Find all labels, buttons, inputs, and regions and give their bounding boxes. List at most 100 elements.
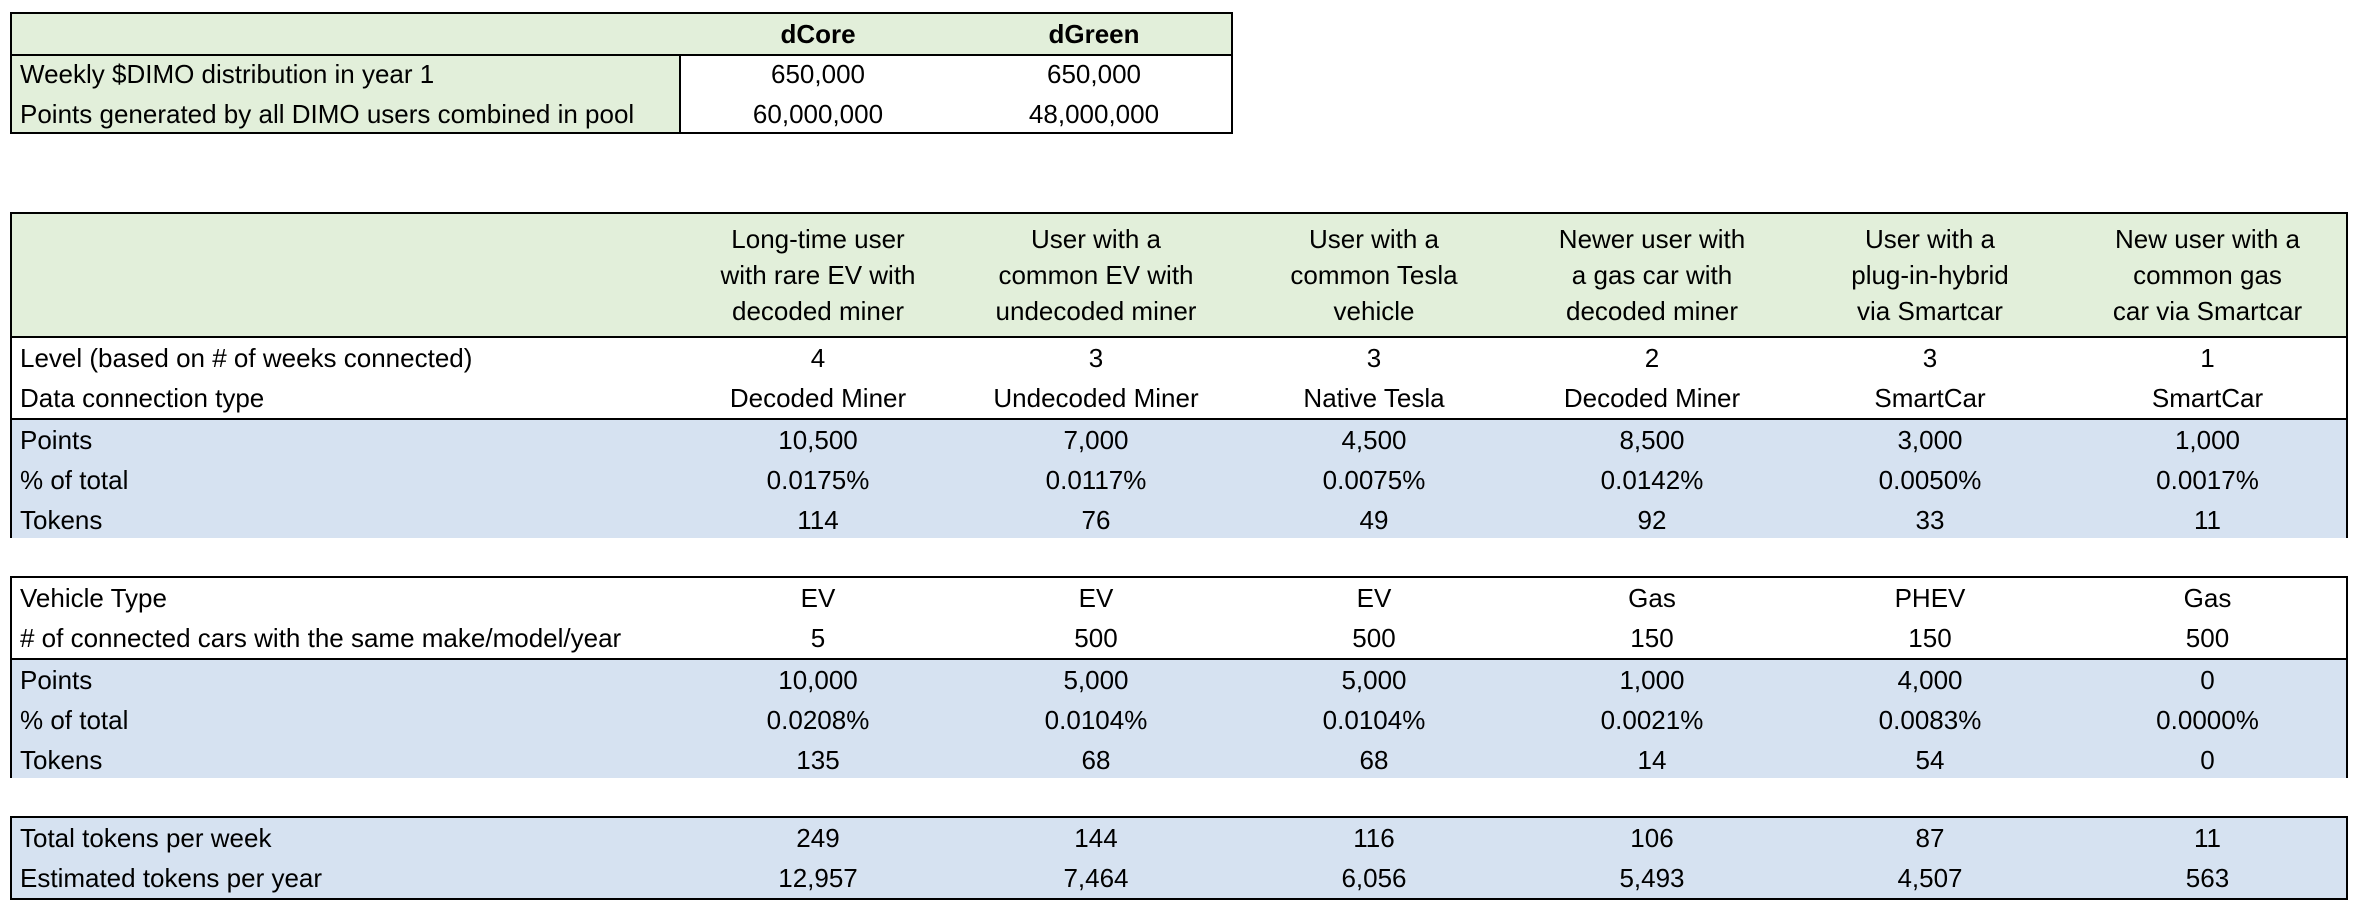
value-cell: Decoded Miner <box>729 383 907 413</box>
value-cell: 106 <box>1630 823 1674 853</box>
row-label: Total tokens per week <box>20 823 272 853</box>
row-label: Points <box>20 665 93 695</box>
value-cell: 5,000 <box>1341 665 1407 695</box>
value-cell: 0.0050% <box>1878 465 1982 495</box>
value-cell: 3 <box>1366 343 1382 373</box>
value-cell: EV <box>1356 583 1392 613</box>
row-label: Points <box>20 425 93 455</box>
value-cell: SmartCar <box>2151 383 2264 413</box>
dgreen-table: Vehicle Type EV EV EV Gas PHEV Gas # of … <box>10 576 2348 778</box>
value-cell: 0.0208% <box>766 705 870 735</box>
value-cell: 54 <box>1915 745 1945 775</box>
row-label: Weekly $DIMO distribution in year 1 <box>20 59 435 89</box>
value-cell: Native Tesla <box>1303 383 1445 413</box>
value-cell: 144 <box>1074 823 1118 853</box>
green-result-tokens: Tokens 135 68 68 14 54 0 <box>12 740 2346 780</box>
value-cell: 49 <box>1359 505 1389 535</box>
summary-table: dCore dGreen Weekly $DIMO distribution i… <box>10 12 1233 134</box>
value-cell: 3,000 <box>1897 425 1963 455</box>
value-cell: 4 <box>810 343 826 373</box>
value-cell: 4,000 <box>1897 665 1963 695</box>
header-dcore: dCore <box>780 19 856 49</box>
value-cell: 114 <box>797 505 839 535</box>
core-result-percent: % of total 0.0175% 0.0117% 0.0075% 0.014… <box>12 460 2346 500</box>
value-cell: 150 <box>1630 623 1674 653</box>
value-cell: 68 <box>1359 745 1389 775</box>
core-result-tokens: Tokens 114 76 49 92 33 11 <box>12 500 2346 540</box>
green-row-connected-cars: # of connected cars with the same make/m… <box>12 618 2346 658</box>
value-cell: 14 <box>1637 745 1667 775</box>
value-cell: 2 <box>1644 343 1660 373</box>
row-label: Tokens <box>20 745 103 775</box>
value-cell: 563 <box>2185 863 2230 893</box>
value-cell: 1,000 <box>1619 665 1685 695</box>
value-cell: 6,056 <box>1341 863 1407 893</box>
value-cell: 0.0142% <box>1600 465 1704 495</box>
user-type-header: New user with a common gas car via Smartca… <box>2112 224 2303 326</box>
value-cell: 4,507 <box>1897 863 1963 893</box>
row-label: % of total <box>20 465 129 495</box>
row-label: Vehicle Type <box>20 583 167 613</box>
core-row-connection: Data connection type Decoded Miner Undec… <box>12 378 2346 418</box>
value-cell: 7,000 <box>1063 425 1129 455</box>
green-results-section: Points 10,000 5,000 5,000 1,000 4,000 0 … <box>12 658 2346 778</box>
value-cell: 68 <box>1081 745 1111 775</box>
value-cell: 1 <box>2200 343 2215 373</box>
value-cell: 500 <box>1074 623 1118 653</box>
value-cell: 87 <box>1915 823 1945 853</box>
user-type-header: User with a common EV with undecoded miner <box>995 224 1197 326</box>
value-cell: 92 <box>1637 505 1667 535</box>
value-cell: SmartCar <box>1874 383 1986 413</box>
value-cell: EV <box>1078 583 1114 613</box>
row-label: Data connection type <box>20 383 265 413</box>
value-cell: EV <box>800 583 836 613</box>
row-label: % of total <box>20 705 129 735</box>
row-label: Points generated by all DIMO users combi… <box>20 99 635 129</box>
value-cell: 249 <box>796 823 840 853</box>
value-cell: 10,000 <box>778 665 858 695</box>
value-cell: 4,500 <box>1341 425 1407 455</box>
value-cell: 116 <box>1353 823 1395 853</box>
summary-row: Weekly $DIMO distribution in year 1 650,… <box>12 54 1231 94</box>
green-result-percent: % of total 0.0208% 0.0104% 0.0104% 0.002… <box>12 700 2346 740</box>
value-cell: 5,000 <box>1063 665 1129 695</box>
value-cell: 5 <box>810 623 826 653</box>
totals-table: Total tokens per week 249 144 116 106 87… <box>10 816 2348 900</box>
summary-header-row <box>12 14 1231 56</box>
value-cell: Gas <box>2183 583 2232 613</box>
value-cell: 5,493 <box>1619 863 1685 893</box>
value-cell: 500 <box>2185 623 2230 653</box>
dcore-table: Long-time user with rare EV with decoded m… <box>10 212 2348 538</box>
value-cell: 0.0083% <box>1878 705 1982 735</box>
value-cell: 0.0117% <box>1045 465 1147 495</box>
row-label: Tokens <box>20 505 103 535</box>
header-dgreen: dGreen <box>1048 19 1140 49</box>
value-cell: 0.0017% <box>2156 465 2259 495</box>
value-cell: Gas <box>1628 583 1676 613</box>
summary-header: dCore dGreen <box>12 14 1231 54</box>
user-type-header-row: Long-time user with rare EV with decoded m… <box>12 214 2346 338</box>
value-cell: Undecoded Miner <box>993 383 1199 413</box>
row-label: Level (based on # of weeks connected) <box>20 343 473 373</box>
value-cell: 11 <box>2194 823 2221 853</box>
value-cell: 33 <box>1915 505 1945 535</box>
value-cell: 10,500 <box>778 425 858 455</box>
value-cell: 0.0104% <box>1044 705 1148 735</box>
value-cell: 0 <box>2200 745 2215 775</box>
total-row-week: Total tokens per week 249 144 116 106 87… <box>12 818 2346 858</box>
value-cell: 0.0175% <box>766 465 870 495</box>
value-cell: 48,000,000 <box>1028 99 1160 129</box>
user-type-header: User with a plug-in-hybrid via Smartcar <box>1851 224 2009 326</box>
value-cell: 650,000 <box>771 59 865 89</box>
user-type-header: Newer user with a gas car with decoded min… <box>1558 224 1746 326</box>
green-result-points: Points 10,000 5,000 5,000 1,000 4,000 0 <box>12 660 2346 700</box>
value-cell: 60,000,000 <box>752 99 884 129</box>
row-label: # of connected cars with the same make/m… <box>20 623 622 653</box>
value-cell: 8,500 <box>1619 425 1685 455</box>
value-cell: PHEV <box>1894 583 1966 613</box>
user-type-header: Long-time user with rare EV with decoded m… <box>720 224 916 326</box>
value-cell: 0.0075% <box>1322 465 1426 495</box>
value-cell: 12,957 <box>778 863 858 893</box>
value-cell: 7,464 <box>1063 863 1129 893</box>
core-result-points: Points 10,500 7,000 4,500 8,500 3,000 1,… <box>12 420 2346 460</box>
